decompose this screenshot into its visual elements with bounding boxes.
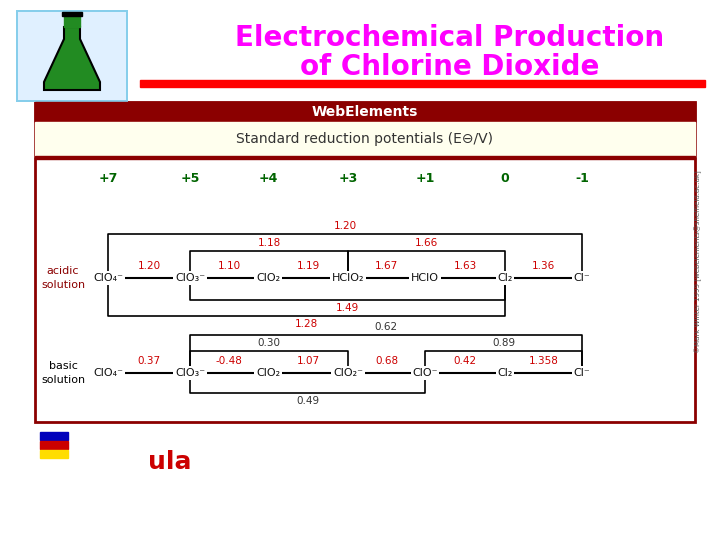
Text: 1.07: 1.07 bbox=[297, 356, 320, 366]
Text: 1.67: 1.67 bbox=[375, 261, 398, 271]
Bar bbox=[40, 441, 68, 449]
Text: -0.48: -0.48 bbox=[215, 356, 243, 366]
Text: 1.20: 1.20 bbox=[138, 261, 161, 271]
Text: 1.10: 1.10 bbox=[217, 261, 240, 271]
Text: of Chlorine Dioxide: of Chlorine Dioxide bbox=[300, 53, 600, 81]
Bar bbox=[35, 102, 695, 422]
Text: 1.20: 1.20 bbox=[333, 221, 356, 231]
Text: 1.19: 1.19 bbox=[297, 261, 320, 271]
Text: Cl⁻: Cl⁻ bbox=[574, 273, 590, 283]
Text: Cl₂: Cl₂ bbox=[498, 368, 513, 378]
Polygon shape bbox=[44, 27, 100, 90]
Text: Cl⁻: Cl⁻ bbox=[574, 368, 590, 378]
Bar bbox=[40, 432, 68, 440]
Text: WebElements: WebElements bbox=[312, 105, 418, 119]
Text: 1.358: 1.358 bbox=[528, 356, 559, 366]
Text: Standard reduction potentials (E⊖/V): Standard reduction potentials (E⊖/V) bbox=[236, 132, 493, 146]
Text: ClO₂: ClO₂ bbox=[256, 273, 280, 283]
Text: 0: 0 bbox=[500, 172, 509, 186]
Text: 0.62: 0.62 bbox=[374, 322, 397, 332]
Bar bbox=[35, 156, 695, 159]
Text: basic
solution: basic solution bbox=[41, 361, 85, 385]
Text: 1.36: 1.36 bbox=[532, 261, 555, 271]
Text: 0.49: 0.49 bbox=[296, 396, 319, 406]
Text: +4: +4 bbox=[258, 172, 278, 186]
Bar bbox=[16, 10, 128, 102]
Text: ClO₃⁻: ClO₃⁻ bbox=[175, 368, 205, 378]
Text: 0.68: 0.68 bbox=[375, 356, 398, 366]
Text: ©Mark Winter 1999 [webelements@sheffield.ac.uk]: ©Mark Winter 1999 [webelements@sheffield… bbox=[694, 171, 702, 353]
Text: 1.18: 1.18 bbox=[257, 238, 281, 248]
Text: 0.30: 0.30 bbox=[258, 338, 281, 348]
Text: ClO₄⁻: ClO₄⁻ bbox=[93, 368, 123, 378]
Text: ula: ula bbox=[148, 450, 192, 474]
Text: ClO₂: ClO₂ bbox=[256, 368, 280, 378]
Text: 1.49: 1.49 bbox=[336, 303, 359, 313]
Bar bbox=[35, 122, 695, 157]
Text: Electrochemical Production: Electrochemical Production bbox=[235, 24, 665, 52]
Text: 0.42: 0.42 bbox=[454, 356, 477, 366]
Text: +3: +3 bbox=[338, 172, 358, 186]
Text: ClO₃⁻: ClO₃⁻ bbox=[175, 273, 205, 283]
Text: 1.28: 1.28 bbox=[295, 319, 318, 329]
Text: ClO₂⁻: ClO₂⁻ bbox=[333, 368, 363, 378]
Text: +1: +1 bbox=[415, 172, 435, 186]
Text: ClO⁻: ClO⁻ bbox=[413, 368, 438, 378]
Bar bbox=[35, 102, 695, 122]
Text: 0.89: 0.89 bbox=[492, 338, 515, 348]
Text: 0.37: 0.37 bbox=[138, 356, 161, 366]
Text: HClO₂: HClO₂ bbox=[332, 273, 364, 283]
Text: 1.66: 1.66 bbox=[415, 238, 438, 248]
Text: +5: +5 bbox=[180, 172, 199, 186]
Bar bbox=[140, 80, 705, 87]
Text: ClO₄⁻: ClO₄⁻ bbox=[93, 273, 123, 283]
Text: -1: -1 bbox=[575, 172, 589, 186]
Text: +7: +7 bbox=[99, 172, 117, 186]
Text: acidic
solution: acidic solution bbox=[41, 266, 85, 290]
Bar bbox=[40, 450, 68, 458]
Bar bbox=[18, 12, 126, 100]
Text: Cl₂: Cl₂ bbox=[498, 273, 513, 283]
Text: 1.63: 1.63 bbox=[454, 261, 477, 271]
Text: HClO: HClO bbox=[411, 273, 439, 283]
Bar bbox=[64, 15, 80, 27]
Bar bbox=[62, 12, 82, 16]
